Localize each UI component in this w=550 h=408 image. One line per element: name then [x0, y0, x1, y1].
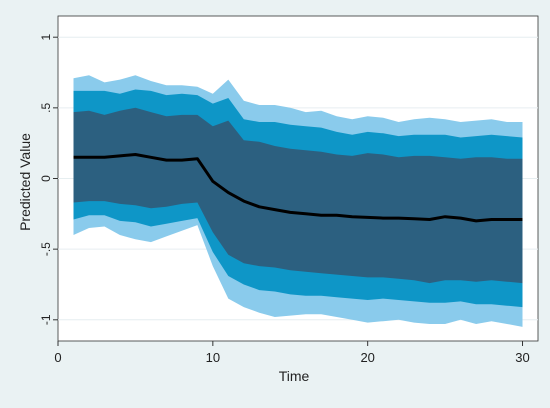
x-tick-label-3: 30 [515, 350, 529, 365]
y-tick-label-0: -1 [39, 314, 53, 325]
x-tick-label-0: 0 [54, 350, 61, 365]
y-tick-label-2: 0 [39, 175, 53, 182]
x-tick-label-1: 10 [206, 350, 220, 365]
y-tick-label-3: .5 [39, 103, 53, 113]
x-tick-label-2: 20 [360, 350, 374, 365]
band-inner [73, 107, 523, 284]
y-tick-label-1: -.5 [39, 242, 53, 256]
x-axis-title: Time [279, 368, 310, 384]
y-tick-label-4: 1 [39, 34, 53, 41]
mean-line [73, 153, 523, 223]
y-axis-title: Predicted Value [17, 133, 33, 231]
